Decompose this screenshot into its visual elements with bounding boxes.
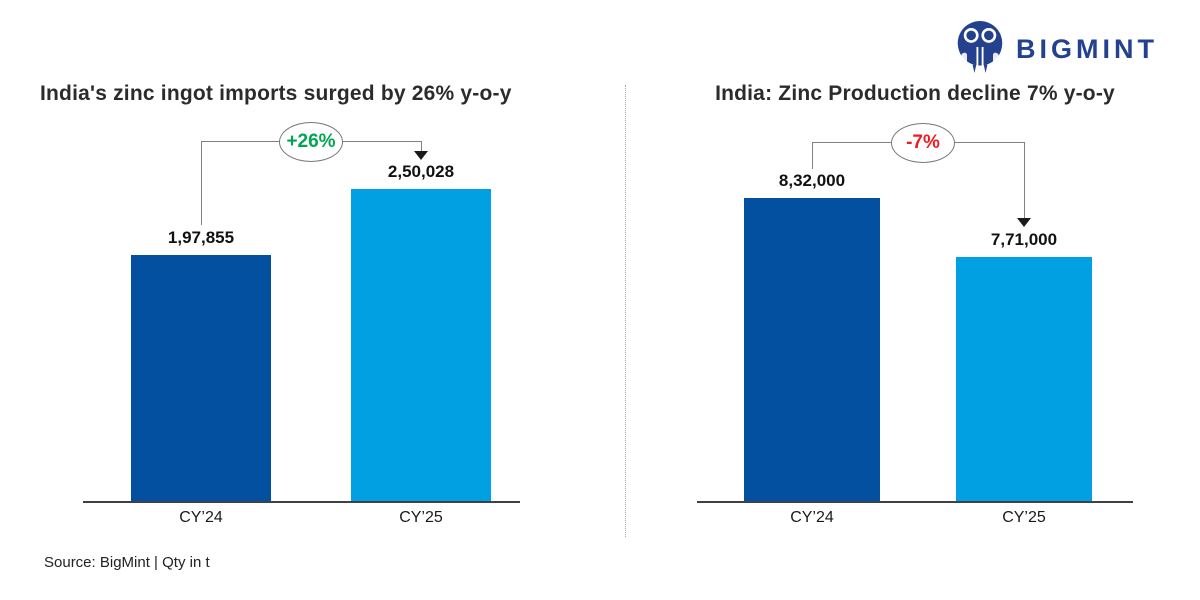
imports-chart-title: India's zinc ingot imports surged by 26%… bbox=[40, 82, 512, 105]
production-bar-cy25 bbox=[956, 257, 1092, 503]
imports-bracket-left-tick bbox=[201, 141, 202, 225]
imports-bar-cy25 bbox=[351, 189, 491, 503]
production-x-axis bbox=[697, 501, 1133, 503]
imports-bar-cy24 bbox=[131, 255, 271, 503]
bigmint-people-icon bbox=[954, 19, 1006, 80]
imports-value-cy24: 1,97,855 bbox=[167, 228, 235, 247]
production-bar-cy24 bbox=[744, 198, 880, 503]
production-chart-title: India: Zinc Production decline 7% y-o-y bbox=[715, 82, 1115, 105]
imports-down-arrow-icon bbox=[414, 151, 428, 160]
production-chart: India: Zinc Production decline 7% y-o-y … bbox=[655, 80, 1175, 545]
production-change-badge: -7% bbox=[891, 123, 955, 163]
bigmint-wordmark: BIGMINT bbox=[1016, 34, 1158, 64]
production-down-arrow-icon bbox=[1017, 218, 1031, 227]
production-category-cy25: CY’25 bbox=[1002, 509, 1046, 526]
production-category-cy24: CY’24 bbox=[790, 509, 834, 526]
production-bracket-left-tick bbox=[812, 142, 813, 169]
production-bracket-arrow-line bbox=[1024, 142, 1025, 219]
bigmint-logo: BIGMINT bbox=[954, 19, 1158, 80]
imports-category-cy25: CY’25 bbox=[399, 509, 443, 526]
source-note: Source: BigMint | Qty in t bbox=[44, 554, 210, 571]
panel-divider bbox=[625, 85, 626, 537]
production-value-cy24: 8,32,000 bbox=[778, 171, 846, 190]
imports-category-cy24: CY’24 bbox=[179, 509, 223, 526]
imports-x-axis bbox=[83, 501, 520, 503]
imports-value-cy25: 2,50,028 bbox=[387, 162, 455, 181]
imports-change-badge: +26% bbox=[279, 122, 343, 162]
imports-chart: India's zinc ingot imports surged by 26%… bbox=[40, 80, 585, 545]
production-value-cy25: 7,71,000 bbox=[990, 230, 1058, 249]
imports-bracket-arrow-line bbox=[421, 141, 422, 152]
